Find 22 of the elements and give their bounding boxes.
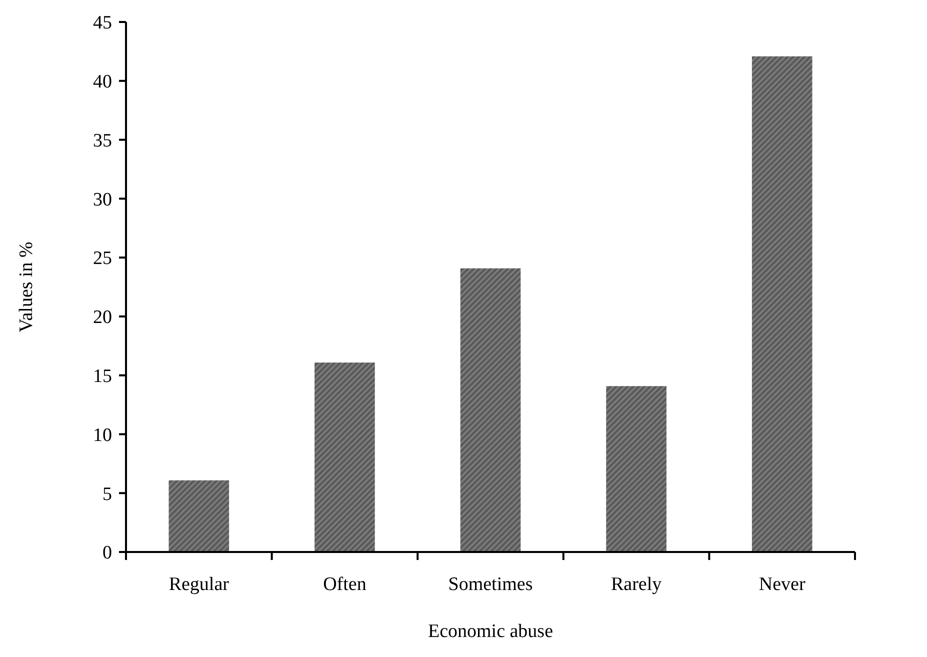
x-tick-label: Often — [323, 574, 367, 595]
x-tick-label: Regular — [168, 574, 230, 595]
y-tick-label: 0 — [102, 542, 112, 564]
y-tick-label: 35 — [93, 130, 112, 152]
y-tick-label: 10 — [93, 424, 112, 446]
y-tick-label: 40 — [93, 72, 112, 93]
x-tick-label: Never — [758, 574, 806, 595]
y-tick-label: 25 — [93, 248, 112, 270]
y-tick-label: 15 — [93, 366, 112, 387]
x-tick-label: Rarely — [610, 574, 662, 595]
bar — [314, 362, 375, 553]
y-tick-label: 20 — [93, 307, 112, 328]
y-tick-label: 45 — [93, 12, 112, 34]
y-tick-label: 5 — [102, 484, 112, 505]
x-axis-title: Economic abuse — [428, 621, 554, 642]
bar — [752, 56, 812, 553]
bar — [168, 480, 230, 553]
y-tick-label: 30 — [93, 189, 112, 210]
x-tick-label: Sometimes — [448, 574, 533, 595]
bar — [606, 386, 666, 553]
bar — [460, 268, 521, 553]
y-axis-title: Values in % — [16, 241, 37, 332]
